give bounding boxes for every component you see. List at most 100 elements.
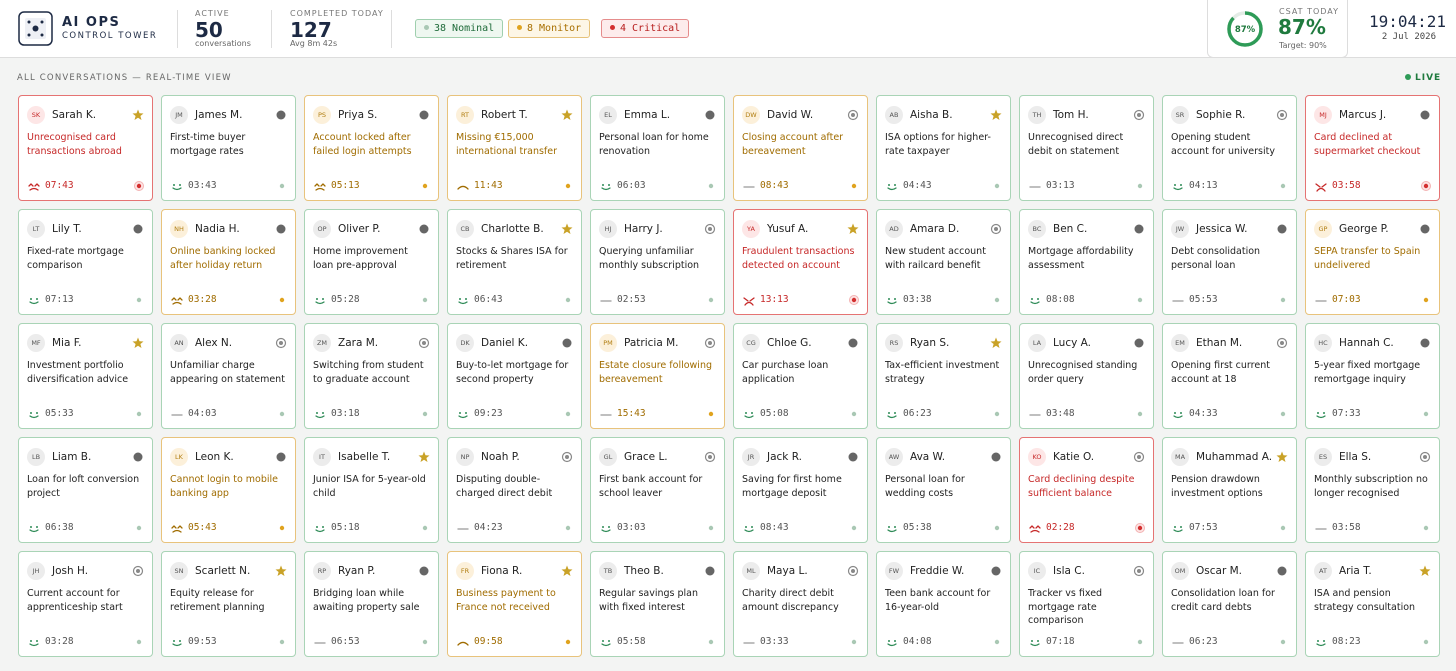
- conversation-card[interactable]: ES Ella S. Monthly subscription no longer …: [1305, 437, 1440, 543]
- divider: [391, 10, 392, 48]
- conversation-card[interactable]: EM Ethan M. Opening first current account …: [1162, 323, 1297, 429]
- conversation-card[interactable]: MA Muhammad A. Pension drawdown investment…: [1162, 437, 1297, 543]
- conversation-card[interactable]: HC Hannah C. 5-year fixed mortgage remortg…: [1305, 323, 1440, 429]
- csat-box: [1207, 0, 1348, 58]
- conversation-card[interactable]: HJ Harry J. Querying unfamiliar monthly su…: [590, 209, 725, 315]
- status-marker: [847, 565, 859, 577]
- conversation-card[interactable]: RT Robert T. Missing €15,000 international…: [447, 95, 582, 201]
- conversation-card[interactable]: SR Sophie R. Opening student account for u…: [1162, 95, 1297, 201]
- conversation-card[interactable]: TH Tom H. Unrecognised direct debit on sta…: [1019, 95, 1154, 201]
- dot: [991, 452, 1001, 462]
- conversation-card[interactable]: AW Ava W. Personal loan for wedding costs 0…: [876, 437, 1011, 543]
- conversation-card[interactable]: PS Priya S. Account locked after failed lo…: [304, 95, 439, 201]
- eye: [602, 526, 604, 528]
- ring: [990, 223, 1002, 235]
- ring-core: [422, 341, 426, 345]
- conversation-card[interactable]: SK Sarah K. Unrecognised card transactions…: [18, 95, 153, 201]
- status-marker: [1276, 337, 1288, 349]
- mood-icon: [601, 640, 611, 647]
- conversation-card[interactable]: RS Ryan S. Tax-efficient investment strate…: [876, 323, 1011, 429]
- conversation-card[interactable]: LK Leon K. Cannot login to mobile banking …: [161, 437, 296, 543]
- avatar-initials: IT: [313, 448, 331, 466]
- conversation-card[interactable]: IC Isla C. Tracker vs fixed mortgage rate …: [1019, 551, 1154, 657]
- conversation-card[interactable]: IT Isabelle T. Junior ISA for 5-year-old c…: [304, 437, 439, 543]
- status-marker: [561, 451, 573, 463]
- conversation-card[interactable]: RP Ryan P. Bridging loan while awaiting pr…: [304, 551, 439, 657]
- avatar-initials: RT: [456, 106, 474, 124]
- duration: 04:33: [1189, 408, 1218, 419]
- conversation-card[interactable]: AN Alex N. Unfamiliar charge appearing on …: [161, 323, 296, 429]
- duration: 05:53: [1189, 294, 1218, 305]
- conversation-card[interactable]: MF Mia F. Investment portfolio diversifica…: [18, 323, 153, 429]
- conversation-card[interactable]: JM James M. First-time buyer mortgage rate…: [161, 95, 296, 201]
- eye: [316, 526, 318, 528]
- conversation-card[interactable]: JH Josh H. Current account for apprentices…: [18, 551, 153, 657]
- eye: [316, 298, 318, 300]
- conversation-card[interactable]: YA Yusuf A. Fraudulent transactions detect…: [733, 209, 868, 315]
- conversation-card[interactable]: GL Grace L. First bank account for school …: [590, 437, 725, 543]
- ring: [561, 451, 573, 463]
- avatar-initials: LT: [27, 220, 45, 238]
- conversation-card[interactable]: BC Ben C. Mortgage affordability assessmen…: [1019, 209, 1154, 315]
- conversation-card[interactable]: GP George P. SEPA transfer to Spain undeli…: [1305, 209, 1440, 315]
- conversation-card[interactable]: MJ Marcus J. Card declined at supermarket …: [1305, 95, 1440, 201]
- mood-icon: [458, 412, 468, 419]
- conversation-card[interactable]: FR Fiona R. Business payment to France not…: [447, 551, 582, 657]
- conversation-card[interactable]: OM Oscar M. Consolidation loan for credit …: [1162, 551, 1297, 657]
- conversation-card[interactable]: LA Lucy A. Unrecognised standing order que…: [1019, 323, 1154, 429]
- activity-dot: [1280, 411, 1286, 417]
- avatar-initials: OP: [313, 220, 331, 238]
- topic: First bank account for school leaver: [599, 474, 703, 499]
- conversation-card[interactable]: ZM Zara M. Switching from student to gradu…: [304, 323, 439, 429]
- eye: [888, 298, 890, 300]
- dot: [1280, 639, 1286, 645]
- conversation-card[interactable]: AB Aisha B. ISA options for higher-rate ta…: [876, 95, 1011, 201]
- conversation-card[interactable]: CG Chloe G. Car purchase loan application 0…: [733, 323, 868, 429]
- topic: Saving for first home mortgage deposit: [742, 474, 842, 499]
- status-marker: [847, 223, 859, 234]
- conversation-card[interactable]: JW Jessica W. Debt consolidation personal …: [1162, 209, 1297, 315]
- conversation-card[interactable]: CB Charlotte B. Stocks & Shares ISA for re…: [447, 209, 582, 315]
- conversation-card[interactable]: PM Patricia M. Estate closure following be…: [590, 323, 725, 429]
- conversation-card[interactable]: NP Noah P. Disputing double-charged direct…: [447, 437, 582, 543]
- mood-icon: [600, 414, 612, 416]
- mood-icon: [457, 528, 469, 530]
- conversation-card[interactable]: NH Nadia H. Online banking locked after ho…: [161, 209, 296, 315]
- ring-core: [851, 569, 855, 573]
- conversation-card[interactable]: AT Aria T. ISA and pension strategy consul…: [1305, 551, 1440, 657]
- mood-icon: [887, 640, 897, 647]
- dot: [1423, 639, 1429, 645]
- customer-name: Ben C.: [1053, 223, 1088, 235]
- conversation-card[interactable]: TB Theo B. Regular savings plan with fixed…: [590, 551, 725, 657]
- conversation-card[interactable]: AD Amara D. New student account with railc…: [876, 209, 1011, 315]
- conversation-card[interactable]: DW David W. Closing account after bereavem…: [733, 95, 868, 201]
- status-marker: [991, 566, 1001, 576]
- conversation-card[interactable]: LB Liam B. Loan for loft conversion projec…: [18, 437, 153, 543]
- duration: 05:28: [331, 294, 360, 305]
- eye: [30, 298, 32, 300]
- duration: 03:58: [1332, 522, 1361, 533]
- conversation-card[interactable]: SN Scarlett N. Equity release for retireme…: [161, 551, 296, 657]
- conversation-card[interactable]: KO Katie O. Card declining despite suffici…: [1019, 437, 1154, 543]
- csat-target: Target: 90%: [1279, 41, 1327, 50]
- customer-name: Josh H.: [52, 565, 89, 577]
- dot: [419, 224, 429, 234]
- topic: Teen bank account for 16-year-old: [885, 588, 991, 613]
- mouth: [1316, 187, 1326, 192]
- topic: Switching from student to graduate accou…: [313, 360, 424, 385]
- activity-dot: [708, 639, 714, 645]
- conversation-card[interactable]: ML Maya L. Charity direct debit amount dis…: [733, 551, 868, 657]
- conversation-card[interactable]: DK Daniel K. Buy-to-let mortgage for secon…: [447, 323, 582, 429]
- customer-name: Ella S.: [1339, 451, 1372, 463]
- mood-icon: [171, 525, 183, 533]
- activity-dot: [851, 525, 857, 531]
- customer-name: Grace L.: [624, 451, 668, 463]
- conversation-card[interactable]: LT Lily T. Fixed-rate mortgage comparison 0…: [18, 209, 153, 315]
- conversation-card[interactable]: JR Jack R. Saving for first home mortgage …: [733, 437, 868, 543]
- conversation-card[interactable]: OP Oliver P. Home improvement loan pre-app…: [304, 209, 439, 315]
- conversation-card[interactable]: EL Emma L. Personal loan for home renovati…: [590, 95, 725, 201]
- conversation-card[interactable]: FW Freddie W. Teen bank account for 16-yea…: [876, 551, 1011, 657]
- dot: [1423, 297, 1429, 303]
- customer-name: Isla C.: [1053, 565, 1085, 577]
- dot: [565, 183, 571, 189]
